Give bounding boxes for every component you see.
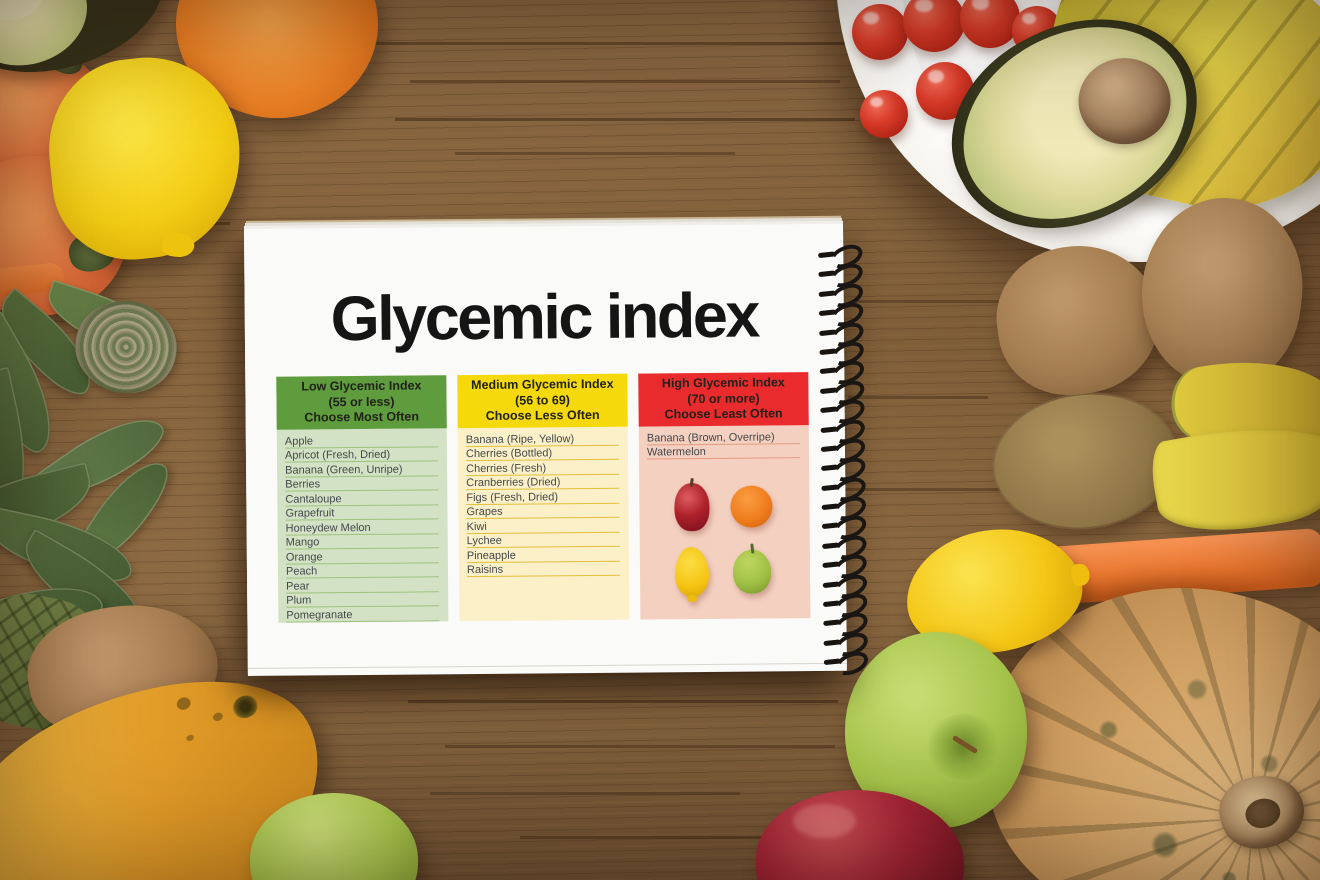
gi-columns: Low Glycemic Index (55 or less) Choose Mos…: [276, 372, 811, 623]
gi-item: Cantaloupe: [285, 490, 439, 507]
gi-header-line: (56 to 69): [514, 392, 571, 408]
gi-column-items-medium: Banana (Ripe, Yellow) Cherries (Bottled) C…: [458, 427, 629, 578]
gi-item: Orange: [285, 548, 439, 565]
spiral-coil: [824, 651, 878, 671]
avocado-pit: [1078, 58, 1171, 145]
spiral-coil: [820, 399, 874, 419]
gi-item: Peach: [285, 562, 440, 579]
spiral-coil: [823, 593, 877, 613]
spiral-coil: [822, 515, 876, 535]
gi-header-line: (70 or more): [687, 391, 760, 406]
spiral-coil: [821, 438, 875, 458]
gi-item: Apple: [284, 432, 438, 449]
gi-item: Banana (Brown, Overripe): [646, 429, 800, 445]
spiral-coil: [823, 612, 877, 632]
cherry-tomato: [960, 0, 1020, 48]
gi-header-line: High Glycemic Index: [661, 375, 785, 391]
spiral-coil: [820, 379, 874, 399]
gi-column-header-low: Low Glycemic Index (55 or less) Choose Mos…: [276, 375, 447, 430]
gi-item: Grapes: [466, 503, 620, 520]
gi-fruit-images: [672, 482, 773, 598]
cherry-tomato: [860, 90, 908, 138]
spiral-coil: [822, 534, 876, 554]
green-apple-image: [732, 549, 772, 594]
gi-item: Banana (Ripe, Yellow): [465, 430, 619, 447]
gi-item: Berries: [285, 475, 439, 492]
gi-header-line: Low Glycemic Index: [301, 378, 422, 394]
page-title: Glycemic index: [330, 280, 759, 355]
gi-header-line: Choose Less Often: [485, 408, 600, 424]
starfruit: [1135, 344, 1320, 543]
cherry-tomato: [903, 0, 965, 52]
spiral-coil: [823, 573, 877, 593]
spiral-coil: [819, 302, 873, 322]
gi-item: Watermelon: [646, 443, 801, 460]
spiral-binding: [818, 244, 878, 671]
gi-item: Pomegranate: [286, 606, 440, 623]
gi-item: Lychee: [466, 532, 620, 549]
gi-item: Grapefruit: [285, 504, 439, 521]
spiral-coil: [819, 321, 873, 341]
gi-header-line: (55 or less): [328, 394, 395, 410]
spiral-coil: [818, 244, 872, 264]
gi-column-medium: Medium Glycemic Index (56 to 69) Choose Le…: [457, 373, 630, 622]
gi-item: Figs (Fresh, Dried): [466, 488, 620, 505]
lemon-image: [674, 546, 710, 598]
gi-column-low: Low Glycemic Index (55 or less) Choose Mos…: [276, 375, 449, 623]
gi-item: Plum: [286, 591, 440, 608]
gi-item: Honeydew Melon: [285, 519, 439, 536]
gi-item: Kiwi: [466, 517, 620, 534]
spiral-coil: [819, 282, 873, 302]
gi-header-line: Medium Glycemic Index: [471, 377, 614, 393]
gi-header-line: Choose Most Often: [304, 409, 420, 425]
gi-item: Cherries (Fresh): [466, 459, 620, 476]
spiral-coil: [822, 554, 876, 574]
spiral-coil: [819, 341, 873, 361]
spiral-coil: [818, 263, 872, 283]
gi-item: Mango: [285, 533, 439, 550]
gi-column-high: High Glycemic Index (70 or more) Choose Le…: [638, 372, 811, 620]
spiral-coil: [822, 496, 876, 516]
gi-item: Pineapple: [466, 546, 620, 563]
orange-image: [730, 485, 773, 528]
gi-item: Cherries (Bottled): [465, 445, 620, 462]
gi-column-header-high: High Glycemic Index (70 or more) Choose Le…: [638, 372, 809, 427]
gi-column-header-medium: Medium Glycemic Index (56 to 69) Choose Le…: [457, 373, 628, 429]
gi-item: Apricot (Fresh, Dried): [284, 446, 439, 463]
gi-item: Pear: [286, 577, 440, 594]
gi-column-items-low: Apple Apricot (Fresh, Dried) Banana (Green…: [277, 428, 449, 623]
gi-item: Banana (Green, Unripe): [285, 461, 439, 478]
gi-header-line: Choose Least Often: [664, 406, 783, 422]
cherry-tomato: [852, 4, 908, 60]
gi-item: Cranberries (Dried): [466, 474, 620, 491]
gi-item: Raisins: [466, 561, 621, 578]
spiral-coil: [820, 418, 874, 438]
spiral-coil: [823, 631, 877, 651]
red-apple-image: [673, 482, 710, 532]
spiral-notebook-page: Glycemic index Low Glycemic Index (55 or …: [244, 223, 847, 676]
spiral-coil: [821, 457, 875, 477]
spiral-coil: [820, 360, 874, 380]
pumpkin: [988, 588, 1320, 880]
spiral-coil: [821, 476, 875, 496]
gi-column-items-high: Banana (Brown, Overripe) Watermelon: [639, 425, 809, 460]
